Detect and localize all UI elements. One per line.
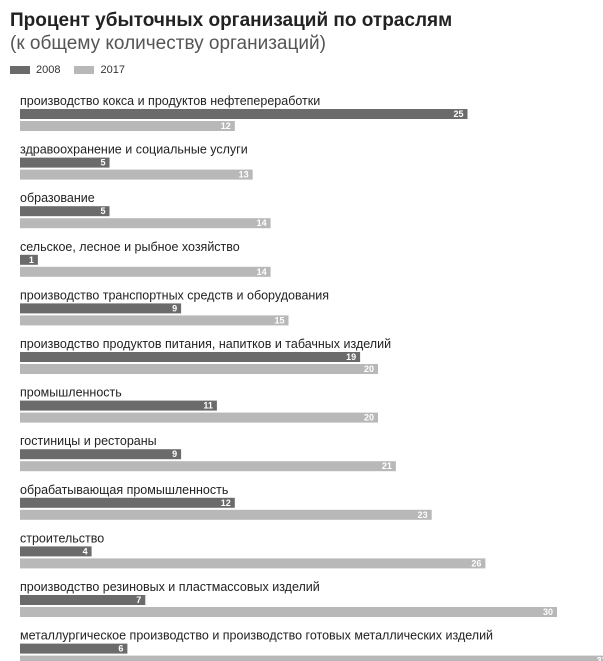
value-label-2008: 19 bbox=[346, 352, 356, 362]
chart-subtitle: (к общему количеству организаций) bbox=[10, 33, 326, 54]
bar-2008-category-5 bbox=[20, 303, 182, 314]
legend-item-2017: 2017 bbox=[74, 64, 125, 76]
value-label-2017: 15 bbox=[274, 315, 284, 325]
legend-label-2017: 2017 bbox=[100, 64, 125, 76]
bar-2017-category-8 bbox=[20, 461, 396, 472]
legend-swatch-2008 bbox=[10, 66, 30, 74]
bar-group-category-7: промышленность 11 20 bbox=[20, 386, 378, 423]
category-label: промышленность bbox=[20, 386, 122, 400]
category-label: производство транспортных средств и обор… bbox=[20, 288, 329, 302]
value-label-2017: 12 bbox=[221, 121, 231, 131]
value-label-2008: 9 bbox=[172, 303, 177, 313]
bar-2017-category-11 bbox=[20, 607, 557, 617]
bar-2017-category-1 bbox=[20, 121, 235, 131]
category-label: производство резиновых и пластмассовых и… bbox=[20, 580, 320, 594]
chart-title: Процент убыточных организаций по отрасля… bbox=[10, 10, 453, 31]
bar-2017-category-12 bbox=[20, 655, 603, 661]
bar-group-category-1: производство кокса и продуктов нефтепере… bbox=[20, 94, 468, 131]
value-label-2017: 14 bbox=[257, 218, 267, 228]
bar-group-category-11: производство резиновых и пластмассовых и… bbox=[20, 580, 557, 617]
bar-2017-category-3 bbox=[20, 218, 271, 229]
bar-2017-category-10 bbox=[20, 558, 486, 569]
bar-2008-category-4 bbox=[20, 254, 38, 265]
category-label: металлургическое производство и производ… bbox=[20, 629, 493, 643]
value-label-2017: 20 bbox=[364, 364, 374, 374]
category-label: образование bbox=[20, 191, 95, 205]
value-label-2008: 9 bbox=[172, 449, 177, 459]
bar-2008-category-3 bbox=[20, 206, 110, 217]
category-label: производство продуктов питания, напитков… bbox=[20, 337, 391, 351]
bar-group-category-3: образование 5 14 bbox=[20, 191, 271, 229]
category-label: сельское, лесное и рыбное хозяйство bbox=[20, 240, 240, 254]
value-label-2017: 23 bbox=[418, 510, 428, 520]
bar-2017-category-2 bbox=[20, 169, 253, 180]
bar-2008-category-9 bbox=[20, 497, 235, 508]
bar-2008-category-12 bbox=[20, 643, 128, 654]
value-label-2008: 4 bbox=[83, 546, 88, 556]
bar-2008-category-10 bbox=[20, 546, 92, 557]
bar-2008-category-11 bbox=[20, 595, 146, 605]
value-label-2008: 6 bbox=[118, 644, 123, 654]
category-label: производство кокса и продуктов нефтепере… bbox=[20, 94, 320, 108]
value-label-2008: 5 bbox=[100, 158, 105, 168]
value-label-2008: 7 bbox=[136, 595, 141, 605]
legend: 2008 2017 bbox=[10, 64, 139, 76]
value-label-2017: 33 bbox=[597, 656, 603, 661]
category-label: обрабатывающая промышленность bbox=[20, 483, 228, 497]
bar-2017-category-5 bbox=[20, 315, 289, 326]
value-label-2017: 30 bbox=[543, 607, 553, 617]
bar-group-category-8: гостиницы и рестораны 9 21 bbox=[20, 434, 396, 472]
bar-group-category-6: производство продуктов питания, напитков… bbox=[20, 337, 391, 374]
bar-2008-category-8 bbox=[20, 449, 182, 460]
bar-group-category-5: производство транспортных средств и обор… bbox=[20, 288, 329, 326]
category-label: здравоохранение и социальные услуги bbox=[20, 143, 248, 157]
value-label-2017: 13 bbox=[239, 170, 249, 180]
value-label-2017: 26 bbox=[471, 558, 481, 568]
value-label-2008: 11 bbox=[203, 401, 213, 411]
legend-label-2008: 2008 bbox=[36, 64, 61, 76]
legend-swatch-2017 bbox=[74, 66, 95, 74]
bar-2017-category-7 bbox=[20, 412, 378, 423]
value-label-2017: 14 bbox=[257, 267, 267, 277]
value-label-2008: 25 bbox=[453, 109, 463, 119]
bar-2017-category-4 bbox=[20, 266, 271, 277]
bar-2017-category-6 bbox=[20, 364, 378, 374]
bar-group-category-12: металлургическое производство и производ… bbox=[20, 629, 603, 661]
value-label-2008: 12 bbox=[221, 498, 231, 508]
bar-2008-category-2 bbox=[20, 157, 110, 168]
bar-2008-category-7 bbox=[20, 400, 217, 411]
category-label: гостиницы и рестораны bbox=[20, 434, 157, 448]
value-label-2008: 1 bbox=[29, 255, 34, 265]
bar-2008-category-1 bbox=[20, 109, 468, 119]
value-label-2017: 20 bbox=[364, 413, 374, 423]
value-label-2008: 5 bbox=[100, 206, 105, 216]
category-label: строительство bbox=[20, 531, 104, 545]
value-label-2017: 21 bbox=[382, 461, 392, 471]
bar-2008-category-6 bbox=[20, 352, 361, 362]
bar-2017-category-9 bbox=[20, 509, 432, 520]
legend-item-2008: 2008 bbox=[10, 64, 60, 76]
